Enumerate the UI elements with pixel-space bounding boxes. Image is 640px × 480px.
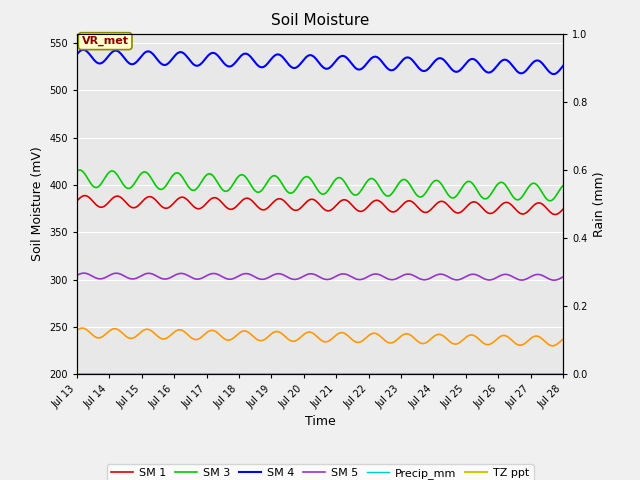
SM 1: [81, 193, 88, 199]
TZ ppt: [452, 372, 460, 377]
Line: SM 2: SM 2: [77, 328, 563, 346]
SM 3: [546, 198, 554, 204]
TZ ppt: [287, 372, 295, 377]
SM 4: [79, 47, 87, 53]
TZ ppt: [123, 372, 131, 377]
Y-axis label: Soil Moisture (mV): Soil Moisture (mV): [31, 146, 44, 262]
SM 5: [550, 277, 558, 283]
SM 1: [461, 205, 469, 211]
SM 4: [461, 61, 469, 67]
SM 2: [123, 334, 131, 340]
SM 2: [461, 335, 469, 341]
TZ ppt: [73, 372, 81, 377]
Y-axis label: Rain (mm): Rain (mm): [593, 171, 606, 237]
SM 5: [461, 274, 469, 280]
TZ ppt: [461, 372, 468, 377]
SM 3: [73, 168, 81, 174]
SM 5: [452, 277, 460, 283]
SM 5: [123, 275, 131, 280]
SM 5: [559, 274, 567, 280]
TZ ppt: [559, 372, 567, 377]
Precip_mm: [407, 372, 415, 377]
SM 3: [461, 180, 469, 186]
SM 3: [408, 184, 415, 190]
SM 2: [78, 325, 86, 331]
SM 4: [287, 64, 295, 70]
SM 3: [452, 193, 460, 199]
SM 2: [270, 329, 278, 335]
SM 4: [73, 51, 81, 57]
SM 4: [408, 56, 415, 62]
SM 3: [270, 173, 278, 179]
SM 1: [559, 206, 567, 212]
SM 1: [408, 198, 415, 204]
SM 3: [123, 185, 131, 191]
SM 4: [452, 69, 460, 75]
Line: SM 5: SM 5: [77, 273, 563, 280]
Precip_mm: [559, 372, 567, 377]
Precip_mm: [73, 372, 81, 377]
SM 1: [552, 212, 559, 217]
SM 2: [452, 341, 460, 347]
SM 1: [123, 201, 131, 206]
Line: SM 1: SM 1: [77, 196, 563, 215]
Title: Soil Moisture: Soil Moisture: [271, 13, 369, 28]
SM 3: [76, 167, 84, 173]
SM 3: [287, 190, 295, 196]
SM 5: [270, 272, 278, 277]
SM 2: [559, 336, 567, 342]
Line: SM 3: SM 3: [77, 170, 563, 201]
SM 5: [408, 272, 415, 277]
SM 2: [73, 327, 81, 333]
Text: VR_met: VR_met: [82, 36, 129, 46]
SM 2: [287, 338, 295, 344]
SM 1: [270, 199, 278, 204]
SM 2: [548, 343, 556, 348]
Precip_mm: [461, 372, 468, 377]
SM 3: [559, 182, 567, 188]
Precip_mm: [269, 372, 277, 377]
Precip_mm: [123, 372, 131, 377]
SM 4: [123, 58, 131, 64]
SM 1: [73, 198, 81, 204]
Line: SM 4: SM 4: [77, 50, 563, 74]
SM 1: [452, 210, 460, 216]
SM 4: [559, 63, 567, 69]
SM 5: [287, 276, 295, 282]
SM 5: [80, 270, 88, 276]
SM 2: [408, 333, 415, 338]
Precip_mm: [287, 372, 295, 377]
TZ ppt: [269, 372, 277, 377]
TZ ppt: [407, 372, 415, 377]
SM 4: [270, 53, 278, 59]
Precip_mm: [452, 372, 460, 377]
Legend: SM 1, SM 2, SM 3, SM 4, SM 5, Precip_mm, TZ ppt: SM 1, SM 2, SM 3, SM 4, SM 5, Precip_mm,…: [107, 464, 534, 480]
SM 1: [287, 205, 295, 211]
SM 5: [73, 273, 81, 278]
SM 4: [550, 71, 557, 77]
X-axis label: Time: Time: [305, 416, 335, 429]
